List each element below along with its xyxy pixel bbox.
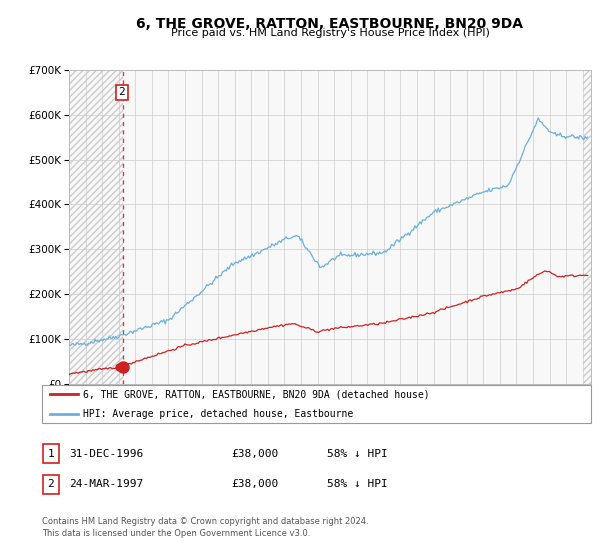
Text: £38,000: £38,000: [231, 479, 278, 489]
Text: HPI: Average price, detached house, Eastbourne: HPI: Average price, detached house, East…: [83, 409, 353, 419]
Text: 6, THE GROVE, RATTON, EASTBOURNE, BN20 9DA: 6, THE GROVE, RATTON, EASTBOURNE, BN20 9…: [137, 17, 523, 31]
Text: 24-MAR-1997: 24-MAR-1997: [69, 479, 143, 489]
Bar: [583, 70, 591, 384]
Text: 1: 1: [47, 449, 55, 459]
Text: 2: 2: [47, 479, 55, 489]
Text: £38,000: £38,000: [231, 449, 278, 459]
Bar: [69, 70, 122, 384]
Text: Contains HM Land Registry data © Crown copyright and database right 2024.: Contains HM Land Registry data © Crown c…: [42, 517, 368, 526]
Text: 31-DEC-1996: 31-DEC-1996: [69, 449, 143, 459]
Text: This data is licensed under the Open Government Licence v3.0.: This data is licensed under the Open Gov…: [42, 529, 310, 538]
Text: 58% ↓ HPI: 58% ↓ HPI: [327, 449, 388, 459]
Text: 2: 2: [118, 87, 125, 97]
Text: 6, THE GROVE, RATTON, EASTBOURNE, BN20 9DA (detached house): 6, THE GROVE, RATTON, EASTBOURNE, BN20 9…: [83, 389, 430, 399]
Text: Price paid vs. HM Land Registry's House Price Index (HPI): Price paid vs. HM Land Registry's House …: [170, 28, 490, 38]
Text: 58% ↓ HPI: 58% ↓ HPI: [327, 479, 388, 489]
